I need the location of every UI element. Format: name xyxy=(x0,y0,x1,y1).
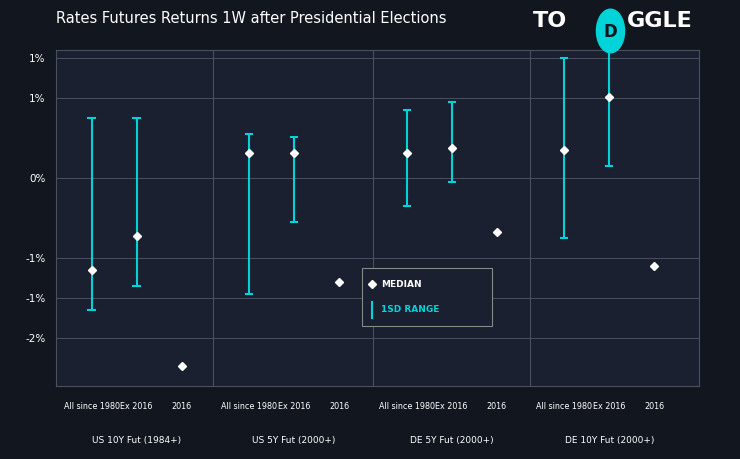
Text: US 10Y Fut (1984+): US 10Y Fut (1984+) xyxy=(92,436,181,445)
Text: TO: TO xyxy=(533,11,567,32)
Text: 1SD RANGE: 1SD RANGE xyxy=(381,305,440,314)
Text: All since 1980: All since 1980 xyxy=(379,402,434,411)
Text: Ex 2016: Ex 2016 xyxy=(593,402,625,411)
Text: 2016: 2016 xyxy=(329,402,349,411)
Text: All since 1980: All since 1980 xyxy=(221,402,277,411)
Text: 2016: 2016 xyxy=(487,402,507,411)
Text: D: D xyxy=(604,23,617,41)
Text: GGLE: GGLE xyxy=(627,11,693,32)
FancyBboxPatch shape xyxy=(362,268,492,326)
Circle shape xyxy=(596,9,625,53)
Text: 2016: 2016 xyxy=(645,402,665,411)
Text: DE 10Y Fut (2000+): DE 10Y Fut (2000+) xyxy=(565,436,654,445)
Text: MEDIAN: MEDIAN xyxy=(381,280,422,289)
Text: US 5Y Fut (2000+): US 5Y Fut (2000+) xyxy=(252,436,336,445)
Text: 2016: 2016 xyxy=(172,402,192,411)
Text: All since 1980: All since 1980 xyxy=(64,402,120,411)
Text: Ex 2016: Ex 2016 xyxy=(278,402,310,411)
Text: All since 1980: All since 1980 xyxy=(536,402,592,411)
Text: Ex 2016: Ex 2016 xyxy=(121,402,152,411)
Text: DE 5Y Fut (2000+): DE 5Y Fut (2000+) xyxy=(410,436,494,445)
Text: Rates Futures Returns 1W after Presidential Elections: Rates Futures Returns 1W after President… xyxy=(56,11,446,27)
Text: Ex 2016: Ex 2016 xyxy=(436,402,468,411)
